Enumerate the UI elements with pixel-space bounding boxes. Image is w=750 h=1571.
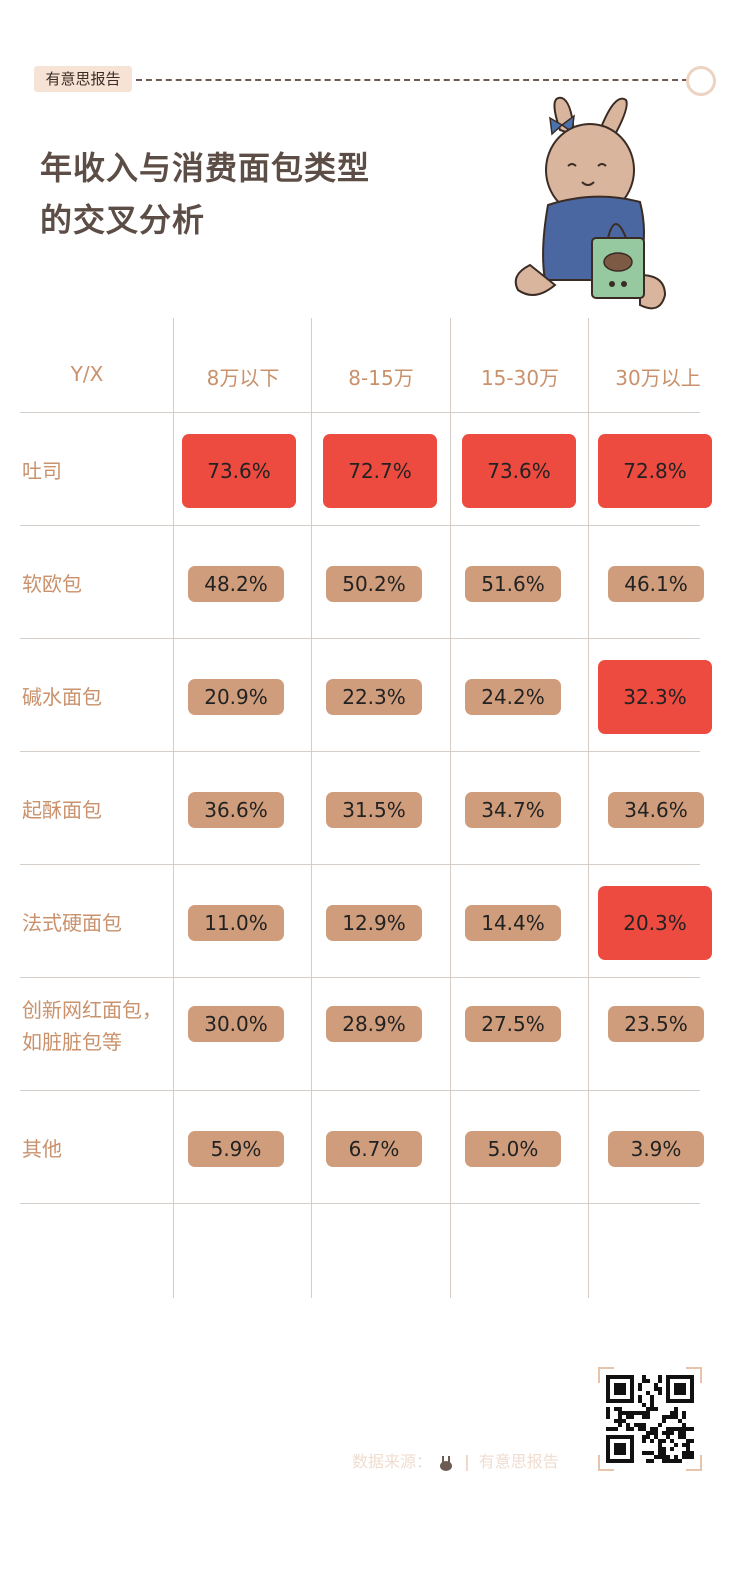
- title-line-1: 年收入与消费面包类型: [40, 149, 371, 187]
- value-cell: 12.9%: [326, 904, 422, 941]
- value-cell: 51.6%: [465, 565, 561, 602]
- value-cell: 5.0%: [465, 1130, 561, 1167]
- column-divider: [588, 318, 589, 1298]
- cross-analysis-table: Y/X 8万以下 8-15万 15-30万 30万以上 吐司 73.6% 72.7%…: [0, 318, 750, 1303]
- column-header: 8-15万: [348, 366, 414, 390]
- value-cell: 34.6%: [608, 791, 704, 828]
- circle-decoration: [686, 66, 716, 96]
- dashed-divider: [136, 79, 688, 81]
- highlight-value-cell: 72.7%: [323, 433, 437, 508]
- source-separator: |: [464, 1452, 470, 1471]
- row-divider: [20, 977, 700, 978]
- value-cell: 27.5%: [465, 1005, 561, 1042]
- value-cell: 48.2%: [188, 565, 284, 602]
- value-cell: 36.6%: [188, 791, 284, 828]
- value-cell: 14.4%: [465, 904, 561, 941]
- value-cell: 23.5%: [608, 1005, 704, 1042]
- row-label-line: 起酥面包: [22, 797, 102, 822]
- value-cell: 22.3%: [326, 678, 422, 715]
- row-label: 法式硬面包: [22, 907, 122, 939]
- highlight-value-cell: 73.6%: [462, 433, 576, 508]
- column-divider: [450, 318, 451, 1298]
- row-label-line: 软欧包: [22, 571, 82, 596]
- source-label: 数据来源：: [352, 1452, 433, 1471]
- corner-label: Y/X: [70, 362, 104, 386]
- value-cell: 50.2%: [326, 565, 422, 602]
- value-cell: 28.9%: [326, 1005, 422, 1042]
- row-divider: [20, 751, 700, 752]
- row-label: 碱水面包: [22, 681, 102, 713]
- qr-frame-corner: [686, 1455, 702, 1471]
- column-divider: [173, 318, 174, 1298]
- highlight-value-cell: 72.8%: [598, 433, 712, 508]
- column-divider: [311, 318, 312, 1298]
- qr-frame-corner: [598, 1367, 614, 1383]
- column-header: 8万以下: [206, 366, 280, 390]
- row-label: 其他: [22, 1133, 62, 1165]
- row-label: 软欧包: [22, 568, 82, 600]
- page-title: 年收入与消费面包类型 的交叉分析: [40, 142, 440, 246]
- column-header: 30万以上: [615, 366, 701, 390]
- row-label-line: 吐司: [22, 458, 62, 483]
- row-divider: [20, 525, 700, 526]
- qr-frame-corner: [598, 1455, 614, 1471]
- value-cell: 31.5%: [326, 791, 422, 828]
- row-label-line: 法式硬面包: [22, 910, 122, 935]
- data-source-credit: 数据来源： | 有意思报告: [352, 1448, 559, 1472]
- highlight-value-cell: 73.6%: [182, 433, 296, 508]
- brand-tag: 有意思报告: [34, 66, 132, 92]
- qr-code: [598, 1367, 702, 1471]
- value-cell: 46.1%: [608, 565, 704, 602]
- title-line-2: 的交叉分析: [40, 201, 206, 239]
- qr-frame-corner: [686, 1367, 702, 1383]
- row-divider: [20, 1203, 700, 1204]
- row-label: 创新网红面包， 如脏脏包等: [22, 994, 162, 1058]
- value-cell: 5.9%: [188, 1130, 284, 1167]
- qr-code-icon: [606, 1375, 694, 1463]
- row-label-line: 如脏脏包等: [22, 1029, 122, 1054]
- row-divider: [20, 1090, 700, 1091]
- rabbit-mascot-illustration: [514, 96, 667, 310]
- highlight-value-cell: 20.3%: [598, 885, 712, 960]
- source-brand: 有意思报告: [478, 1452, 559, 1471]
- value-cell: 6.7%: [326, 1130, 422, 1167]
- rabbit-logo-icon: [440, 1455, 453, 1471]
- row-label-line: 其他: [22, 1136, 62, 1161]
- column-header: 15-30万: [480, 366, 560, 390]
- row-label: 起酥面包: [22, 794, 102, 826]
- value-cell: 20.9%: [188, 678, 284, 715]
- value-cell: 30.0%: [188, 1005, 284, 1042]
- value-cell: 3.9%: [608, 1130, 704, 1167]
- row-divider: [20, 638, 700, 639]
- value-cell: 11.0%: [188, 904, 284, 941]
- row-label-line: 创新网红面包，: [22, 997, 162, 1022]
- row-divider: [20, 864, 700, 865]
- row-divider: [20, 412, 700, 413]
- row-label-line: 碱水面包: [22, 684, 102, 709]
- row-label: 吐司: [22, 455, 62, 487]
- highlight-value-cell: 32.3%: [598, 659, 712, 734]
- value-cell: 34.7%: [465, 791, 561, 828]
- value-cell: 24.2%: [465, 678, 561, 715]
